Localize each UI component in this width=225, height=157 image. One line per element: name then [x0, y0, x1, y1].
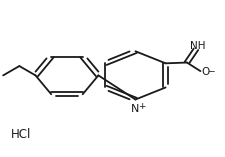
Text: O: O — [200, 67, 209, 77]
Text: NH: NH — [190, 41, 205, 51]
Text: +: + — [137, 102, 145, 111]
Text: −: − — [206, 66, 213, 75]
Text: N: N — [131, 103, 139, 114]
Text: HCl: HCl — [11, 128, 31, 141]
